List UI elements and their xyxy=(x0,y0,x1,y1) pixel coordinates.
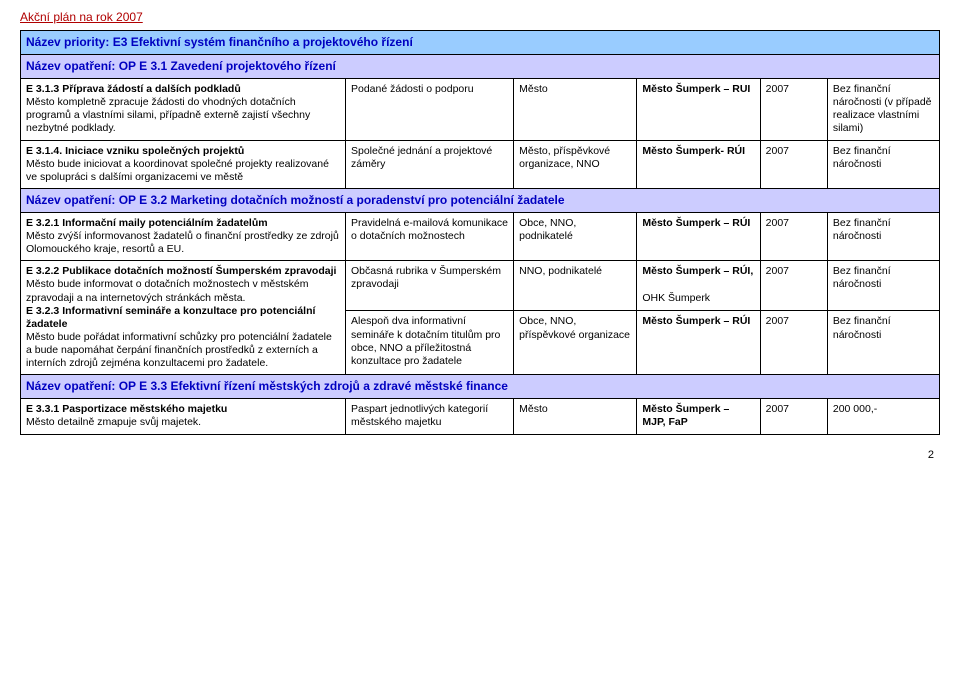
resp-text: Město Šumperk – RUI xyxy=(642,83,750,95)
cost-cell: 200 000,- xyxy=(827,399,939,434)
page-container: Akční plán na rok 2007 Název priority: E… xyxy=(0,0,960,471)
activity-title: E 3.2.3 Informativní semináře a konzulta… xyxy=(26,305,315,330)
term-cell: 2007 xyxy=(760,212,827,260)
measure-title-2: Název opatření: OP E 3.2 Marketing dotač… xyxy=(21,188,940,212)
cost-cell: Bez finanční náročnosti xyxy=(827,212,939,260)
output-cell: Pravidelná e-mailová komunikace o dotačn… xyxy=(346,212,514,260)
measure-row-2: Název opatření: OP E 3.2 Marketing dotač… xyxy=(21,188,940,212)
activity-cell: E 3.2.2 Publikace dotačních možností Šum… xyxy=(21,261,346,375)
activity-text: Město bude informovat o dotačních možnos… xyxy=(26,278,308,303)
term-cell: 2007 xyxy=(760,261,827,311)
activity-text: Město bude iniciovat a koordinovat spole… xyxy=(26,158,329,183)
output-cell: Podané žádosti o podporu xyxy=(346,79,514,141)
resp-text: Město Šumperk – RÚI, xyxy=(642,265,753,277)
resp-text: Město Šumperk – RÚI xyxy=(642,217,750,229)
resp-text: Město Šumperk- RÚI xyxy=(642,145,745,157)
document-header: Akční plán na rok 2007 xyxy=(20,10,940,24)
cost-cell: Bez finanční náročnosti xyxy=(827,311,939,375)
resp-cell: Město Šumperk – MJP, FaP xyxy=(637,399,760,434)
cost-cell: Bez finanční náročnosti xyxy=(827,140,939,188)
measure-row-1: Název opatření: OP E 3.1 Zavedení projek… xyxy=(21,55,940,79)
coop-cell: Město, příspěvkové organizace, NNO xyxy=(514,140,637,188)
output-cell: Paspart jednotlivých kategorií městského… xyxy=(346,399,514,434)
activity-cell: E 3.1.4. Iniciace vzniku společných proj… xyxy=(21,140,346,188)
resp-cell: Město Šumperk – RÚI, OHK Šumperk xyxy=(637,261,760,311)
resp-cell: Město Šumperk – RÚI xyxy=(637,212,760,260)
term-cell: 2007 xyxy=(760,140,827,188)
cost-cell: Bez finanční náročnosti (v případě reali… xyxy=(827,79,939,141)
output-cell: Společné jednání a projektové záměry xyxy=(346,140,514,188)
resp-text-extra: OHK Šumperk xyxy=(642,292,710,304)
activity-cell: E 3.2.1 Informační maily potenciálním ža… xyxy=(21,212,346,260)
activity-text: Město bude pořádat informativní schůzky … xyxy=(26,331,332,369)
resp-cell: Město Šumperk – RÚI xyxy=(637,311,760,375)
activity-title: E 3.2.1 Informační maily potenciálním ža… xyxy=(26,217,268,229)
resp-cell: Město Šumperk- RÚI xyxy=(637,140,760,188)
table-row: E 3.2.2 Publikace dotačních možností Šum… xyxy=(21,261,940,311)
activity-title: E 3.2.2 Publikace dotačních možností Šum… xyxy=(26,265,336,277)
activity-cell: E 3.3.1 Pasportizace městského majetku M… xyxy=(21,399,346,434)
activity-text: Město kompletně zpracuje žádosti do vhod… xyxy=(26,96,310,134)
term-cell: 2007 xyxy=(760,399,827,434)
output-cell: Občasná rubrika v Šumperském zpravodaji xyxy=(346,261,514,311)
activity-text: Město zvýší informovanost žadatelů o fin… xyxy=(26,230,339,255)
measure-title-1: Název opatření: OP E 3.1 Zavedení projek… xyxy=(21,55,940,79)
coop-cell: NNO, podnikatelé xyxy=(514,261,637,311)
priority-row: Název priority: E3 Efektivní systém fina… xyxy=(21,31,940,55)
activity-title: E 3.1.3 Příprava žádostí a dalších podkl… xyxy=(26,83,241,95)
activity-cell: E 3.1.3 Příprava žádostí a dalších podkl… xyxy=(21,79,346,141)
table-row: E 3.1.4. Iniciace vzniku společných proj… xyxy=(21,140,940,188)
output-cell: Alespoň dva informativní semináře k dota… xyxy=(346,311,514,375)
coop-cell: Město xyxy=(514,399,637,434)
measure-row-3: Název opatření: OP E 3.3 Efektivní řízen… xyxy=(21,375,940,399)
term-cell: 2007 xyxy=(760,311,827,375)
activity-text: Město detailně zmapuje svůj majetek. xyxy=(26,416,201,428)
priority-title: Název priority: E3 Efektivní systém fina… xyxy=(21,31,940,55)
coop-cell: Město xyxy=(514,79,637,141)
resp-cell: Město Šumperk – RUI xyxy=(637,79,760,141)
measure-title-3: Název opatření: OP E 3.3 Efektivní řízen… xyxy=(21,375,940,399)
plan-table: Název priority: E3 Efektivní systém fina… xyxy=(20,30,940,435)
activity-title: E 3.1.4. Iniciace vzniku společných proj… xyxy=(26,145,244,157)
resp-text: Město Šumperk – RÚI xyxy=(642,315,750,327)
table-row: E 3.3.1 Pasportizace městského majetku M… xyxy=(21,399,940,434)
cost-cell: Bez finanční náročnosti xyxy=(827,261,939,311)
table-row: E 3.1.3 Příprava žádostí a dalších podkl… xyxy=(21,79,940,141)
coop-cell: Obce, NNO, podnikatelé xyxy=(514,212,637,260)
term-cell: 2007 xyxy=(760,79,827,141)
resp-text: Město Šumperk – MJP, FaP xyxy=(642,403,729,428)
page-number: 2 xyxy=(20,449,940,461)
activity-title: E 3.3.1 Pasportizace městského majetku xyxy=(26,403,227,415)
table-row: E 3.2.1 Informační maily potenciálním ža… xyxy=(21,212,940,260)
coop-cell: Obce, NNO, příspěvkové organizace xyxy=(514,311,637,375)
